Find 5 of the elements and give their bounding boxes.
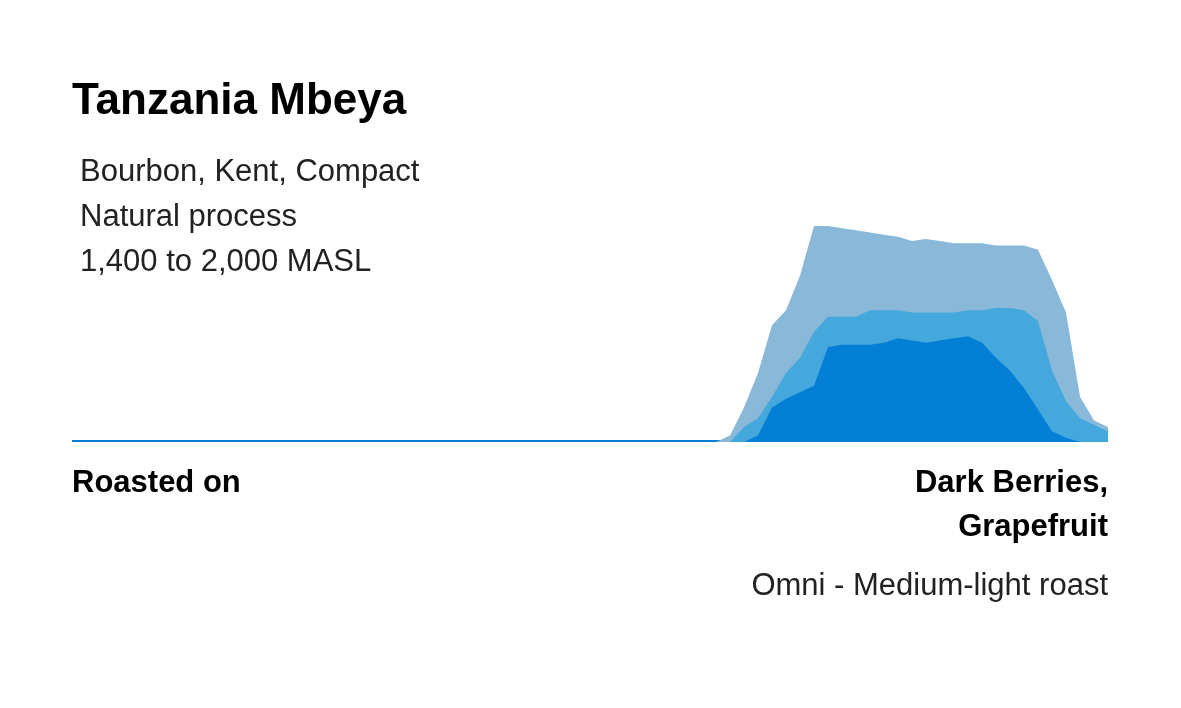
chart-title: Tanzania Mbeya [72,74,407,124]
text: Omni - Medium-light roast [751,566,1108,604]
chart-subtitle: Bourbon, Kent, Compact Natural process 1,400 to 2,000 MASL [80,152,420,280]
text: Roasted on [72,463,241,501]
text: Dark Berries, Grapefruit [914,463,1108,545]
